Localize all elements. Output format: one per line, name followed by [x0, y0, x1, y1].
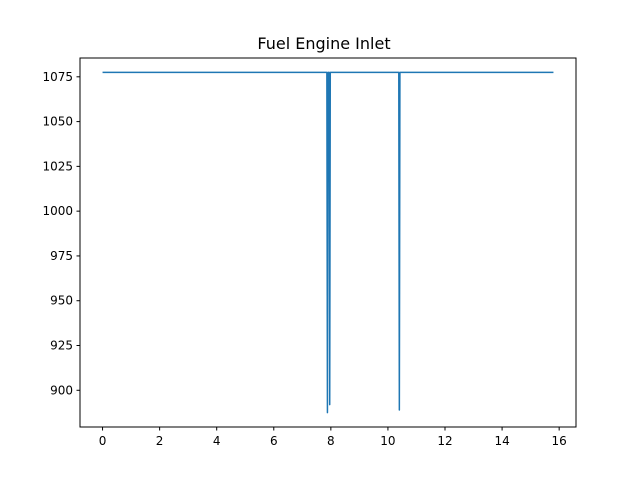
x-tick-label: 8	[327, 434, 335, 448]
y-tick-label: 950	[50, 294, 73, 308]
chart-title: Fuel Engine Inlet	[257, 34, 390, 53]
y-tick-label: 1075	[42, 70, 73, 84]
y-tick-label: 900	[50, 383, 73, 397]
x-tick-label: 2	[156, 434, 164, 448]
y-tick-label: 1000	[42, 204, 73, 218]
series-line	[102, 71, 554, 414]
plot-area	[102, 71, 554, 414]
x-tick-label: 12	[437, 434, 452, 448]
y-tick-label: 975	[50, 249, 73, 263]
x-tick-label: 4	[213, 434, 221, 448]
x-tick-label: 14	[494, 434, 509, 448]
x-tick-label: 16	[552, 434, 567, 448]
y-axis: 900 925 950 975 1000 1025 1050 1075	[42, 70, 80, 397]
y-tick-label: 1025	[42, 159, 73, 173]
x-tick-label: 10	[380, 434, 395, 448]
y-tick-label: 1050	[42, 115, 73, 129]
x-axis: 0 2 4 6 8 10 12 14 16	[99, 427, 567, 448]
plot-frame	[79, 57, 577, 428]
y-tick-label: 925	[50, 338, 73, 352]
x-tick-label: 0	[99, 434, 107, 448]
x-tick-label: 6	[270, 434, 278, 448]
